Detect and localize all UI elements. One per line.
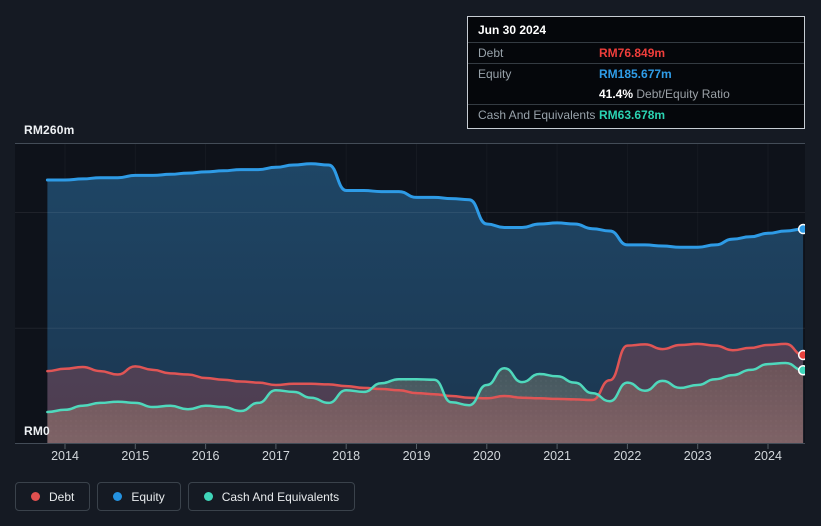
- tooltip-row-cash: Cash And Equivalents RM63.678m: [468, 105, 804, 128]
- cash-label: Cash And Equivalents: [478, 108, 596, 122]
- x-axis-label-2021: 2021: [543, 449, 571, 463]
- cash-line: [46, 361, 805, 414]
- equity-line: [45, 162, 805, 249]
- debt-equity-ratio-value: 41.4%: [599, 87, 634, 101]
- y-axis-max-label: RM260m: [24, 123, 75, 137]
- equity-label: Equity: [478, 67, 512, 81]
- legend-dot: [31, 492, 40, 501]
- legend-label: Debt: [49, 489, 75, 504]
- debt-endpoint: [797, 349, 805, 361]
- x-axis-label-2019: 2019: [402, 449, 431, 463]
- equity-value: RM185.677m: [599, 67, 672, 81]
- debt-line: [46, 342, 805, 402]
- legend-item-debt[interactable]: Debt: [15, 482, 91, 511]
- x-axis-label-2017: 2017: [261, 449, 290, 463]
- legend-label: Cash And Equivalents: [221, 489, 340, 504]
- x-axis: 2014 2015 2016 2017 2018 2019 2020 2021 2022 2023…: [0, 449, 821, 465]
- x-axis-label-2016: 2016: [191, 449, 220, 463]
- legend-item-equity[interactable]: Equity: [97, 482, 181, 511]
- tooltip-row-ratio: 41.4% Debt/Equity Ratio: [468, 84, 804, 105]
- cash-area-texture: [47, 363, 804, 444]
- x-axis-label-2015: 2015: [121, 449, 150, 463]
- debt-label: Debt: [478, 46, 504, 60]
- tooltip-row-equity: Equity RM185.677m: [468, 64, 804, 84]
- legend-dot: [113, 492, 123, 501]
- y-axis-zero-label: RM0: [24, 424, 50, 438]
- x-axis-label-2018: 2018: [332, 449, 361, 463]
- debt-equity-ratio-label: Debt/Equity Ratio: [636, 87, 730, 101]
- x-axis-label-2020: 2020: [472, 449, 501, 463]
- x-axis-label-2022: 2022: [613, 449, 642, 463]
- chart-legend: Debt Equity Cash And Equivalents: [15, 482, 356, 511]
- legend-label: Equity: [131, 489, 165, 504]
- x-axis-label-2023: 2023: [683, 449, 712, 463]
- tooltip-row-debt: Debt RM76.849m: [468, 43, 804, 64]
- chart-tooltip: Jun 30 2024 Debt RM76.849m Equity RM185.…: [467, 16, 805, 129]
- x-axis-label-2014: 2014: [51, 449, 79, 463]
- x-axis-label-2024: 2024: [754, 449, 782, 463]
- legend-dot: [203, 492, 213, 501]
- cash-endpoint: [797, 365, 805, 376]
- equity-endpoint: [797, 223, 805, 235]
- debt-value: RM76.849m: [599, 46, 666, 60]
- legend-item-cash-and-equivalents[interactable]: Cash And Equivalents: [187, 482, 356, 511]
- tooltip-date: Jun 30 2024: [468, 17, 804, 43]
- cash-value: RM63.678m: [599, 108, 666, 122]
